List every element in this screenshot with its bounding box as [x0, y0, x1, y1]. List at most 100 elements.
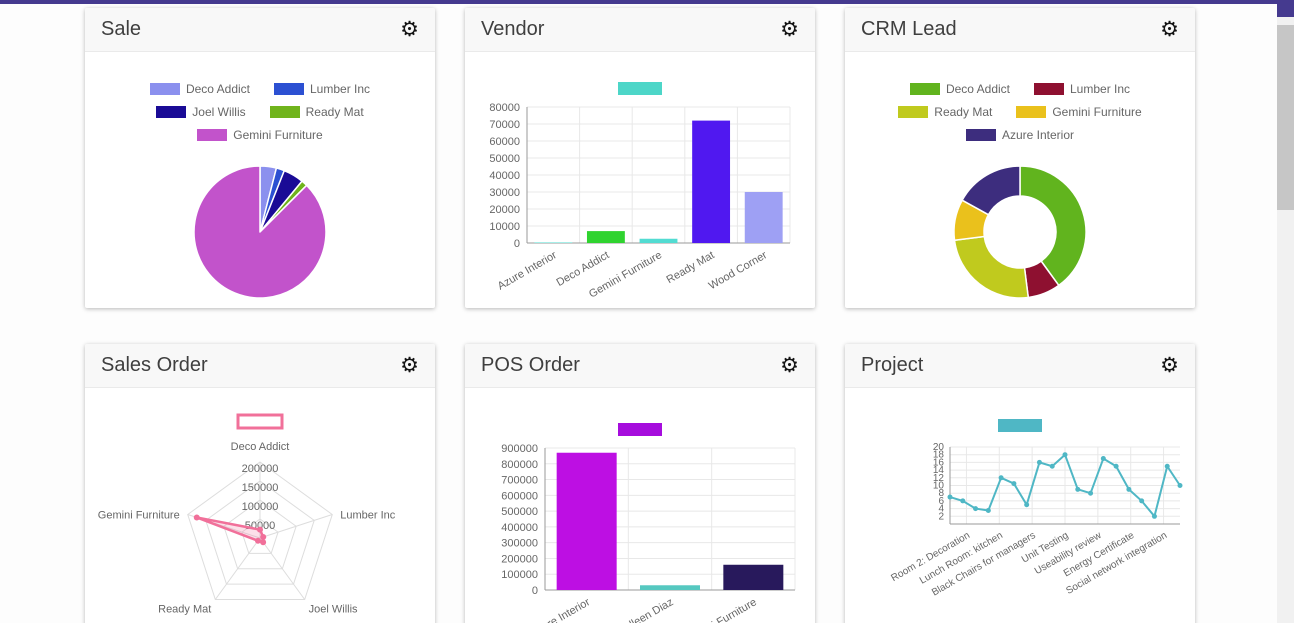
line-point-8[interactable]: [1049, 463, 1055, 469]
legend-label: Deco Addict: [185, 82, 250, 96]
chart-legend: Deco Addict Lumber Inc Joel Willis Ready Ma…: [138, 82, 382, 151]
svg-text:12: 12: [933, 473, 945, 484]
legend-item[interactable]: Ready Mat: [269, 105, 364, 119]
svg-text:60000: 60000: [489, 136, 520, 148]
legend-row: Joel Willis Ready Mat: [138, 105, 382, 119]
legend-swatch: [965, 129, 996, 141]
crm-donut-chart[interactable]: [945, 157, 1095, 307]
legend-item[interactable]: Joel Willis: [156, 105, 246, 119]
slice-4[interactable]: [961, 165, 1021, 216]
legend-label: Deco Addict: [945, 82, 1010, 96]
slice-4[interactable]: [193, 165, 327, 299]
svg-text:100000: 100000: [242, 501, 279, 513]
card-title: POS Order: [481, 354, 580, 376]
legend-item[interactable]: Deco Addict: [909, 82, 1010, 96]
line-point-2[interactable]: [973, 506, 979, 512]
legend-swatch[interactable]: [618, 423, 662, 436]
svg-text:Azure Interior: Azure Interior: [529, 596, 592, 623]
legend-swatch: [156, 106, 187, 118]
legend-item[interactable]: Deco Addict: [149, 82, 250, 96]
gear-icon[interactable]: ⚙: [1160, 354, 1179, 377]
legend-label: Lumber Inc: [310, 82, 371, 96]
line-point-9[interactable]: [1062, 452, 1068, 458]
radar-point-0[interactable]: [257, 526, 263, 533]
svg-text:10000: 10000: [489, 221, 520, 233]
line-point-10[interactable]: [1075, 486, 1081, 492]
svg-text:8: 8: [938, 488, 944, 499]
line-point-12[interactable]: [1100, 456, 1106, 462]
pos-order-bar-chart[interactable]: 0 100000 200000 300000 400000 500000 600000 700…: [465, 388, 815, 623]
card-body: Deco Addict Lumber Inc Joel Willis Ready Ma…: [85, 52, 435, 308]
gear-icon[interactable]: ⚙: [780, 354, 799, 377]
svg-text:4: 4: [938, 504, 944, 515]
card-sale: Sale ⚙ Deco Addict Lumber Inc Joel Willis R…: [85, 8, 435, 308]
radar-point-3[interactable]: [254, 537, 261, 544]
bar-1[interactable]: [640, 585, 700, 590]
legend-item[interactable]: Gemini Furniture: [1016, 105, 1142, 119]
legend-swatch[interactable]: [998, 419, 1042, 432]
radar-point-1[interactable]: [260, 533, 267, 540]
svg-text:150000: 150000: [242, 482, 279, 494]
line-point-11[interactable]: [1088, 490, 1094, 496]
slice-0[interactable]: [1019, 165, 1087, 287]
line-point-6[interactable]: [1024, 502, 1030, 508]
card-project: Project ⚙ 2 4 6 8 10 12 14 16 18 20 Room 2: Decora…: [845, 344, 1195, 623]
legend-item[interactable]: Lumber Inc: [1034, 82, 1130, 96]
scrollbar-thumb[interactable]: [1277, 25, 1294, 210]
radar-point-2[interactable]: [260, 539, 267, 546]
vendor-bar-chart[interactable]: 0 10000 20000 30000 40000 50000 60000 70000 8000…: [465, 52, 815, 308]
card-crm-lead: CRM Lead ⚙ Deco Addict Lumber Inc Ready Ma…: [845, 8, 1195, 308]
svg-text:Gemini Furniture: Gemini Furniture: [682, 596, 759, 623]
svg-text:800000: 800000: [501, 459, 538, 471]
legend-label: Joel Willis: [192, 105, 246, 119]
card-header: POS Order ⚙: [465, 344, 815, 388]
line-point-16[interactable]: [1151, 513, 1157, 519]
scrollbar[interactable]: [1277, 0, 1294, 623]
legend-item[interactable]: Azure Interior: [965, 128, 1074, 142]
card-body: 200000 150000 100000 50000 Deco Addict Lumber…: [85, 388, 435, 623]
svg-text:700000: 700000: [501, 475, 538, 487]
svg-text:30000: 30000: [489, 187, 520, 199]
legend-swatch[interactable]: [236, 413, 284, 430]
sale-pie-chart[interactable]: [185, 157, 335, 307]
line-point-13[interactable]: [1113, 463, 1119, 469]
card-header: Sales Order ⚙: [85, 344, 435, 388]
bar-2[interactable]: [639, 238, 678, 243]
line-point-4[interactable]: [998, 475, 1004, 481]
svg-text:500000: 500000: [501, 506, 538, 518]
bar-1[interactable]: [586, 231, 625, 243]
bar-0[interactable]: [556, 452, 617, 590]
gear-icon[interactable]: ⚙: [400, 18, 419, 41]
legend-item[interactable]: Gemini Furniture: [197, 128, 323, 142]
gear-icon[interactable]: ⚙: [1160, 18, 1179, 41]
legend-item[interactable]: Ready Mat: [898, 105, 992, 119]
legend-swatch: [269, 106, 300, 118]
legend-swatch: [1034, 83, 1064, 95]
line-point-7[interactable]: [1036, 459, 1042, 465]
line-point-14[interactable]: [1126, 486, 1132, 492]
card-title: Sale: [101, 18, 142, 40]
line-point-3[interactable]: [985, 508, 991, 514]
card-vendor: Vendor ⚙ 0 10000 20000 30000 40000 50000 60000…: [465, 8, 815, 308]
bar-4[interactable]: [744, 192, 783, 243]
scrollbar-top-corner: [1277, 0, 1294, 17]
line-point-0[interactable]: [947, 494, 953, 500]
legend-swatch[interactable]: [618, 82, 662, 95]
bar-2[interactable]: [723, 564, 784, 590]
line-point-15[interactable]: [1139, 498, 1145, 504]
line-point-1[interactable]: [960, 498, 966, 504]
svg-text:100000: 100000: [501, 569, 538, 581]
bar-0[interactable]: [534, 242, 573, 243]
radar-point-4[interactable]: [193, 514, 200, 521]
bar-3[interactable]: [692, 120, 731, 243]
line-point-5[interactable]: [1011, 481, 1017, 487]
legend-item[interactable]: Lumber Inc: [274, 82, 370, 96]
svg-text:16: 16: [933, 457, 945, 468]
line-point-17[interactable]: [1164, 463, 1170, 469]
slice-2[interactable]: [953, 235, 1030, 299]
line-point-18[interactable]: [1177, 483, 1183, 488]
gear-icon[interactable]: ⚙: [780, 18, 799, 41]
gear-icon[interactable]: ⚙: [400, 354, 419, 377]
